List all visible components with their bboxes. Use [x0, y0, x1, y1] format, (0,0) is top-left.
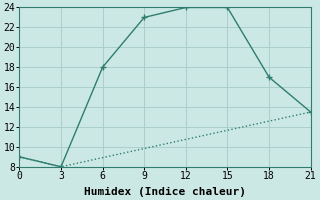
X-axis label: Humidex (Indice chaleur): Humidex (Indice chaleur) — [84, 186, 246, 197]
